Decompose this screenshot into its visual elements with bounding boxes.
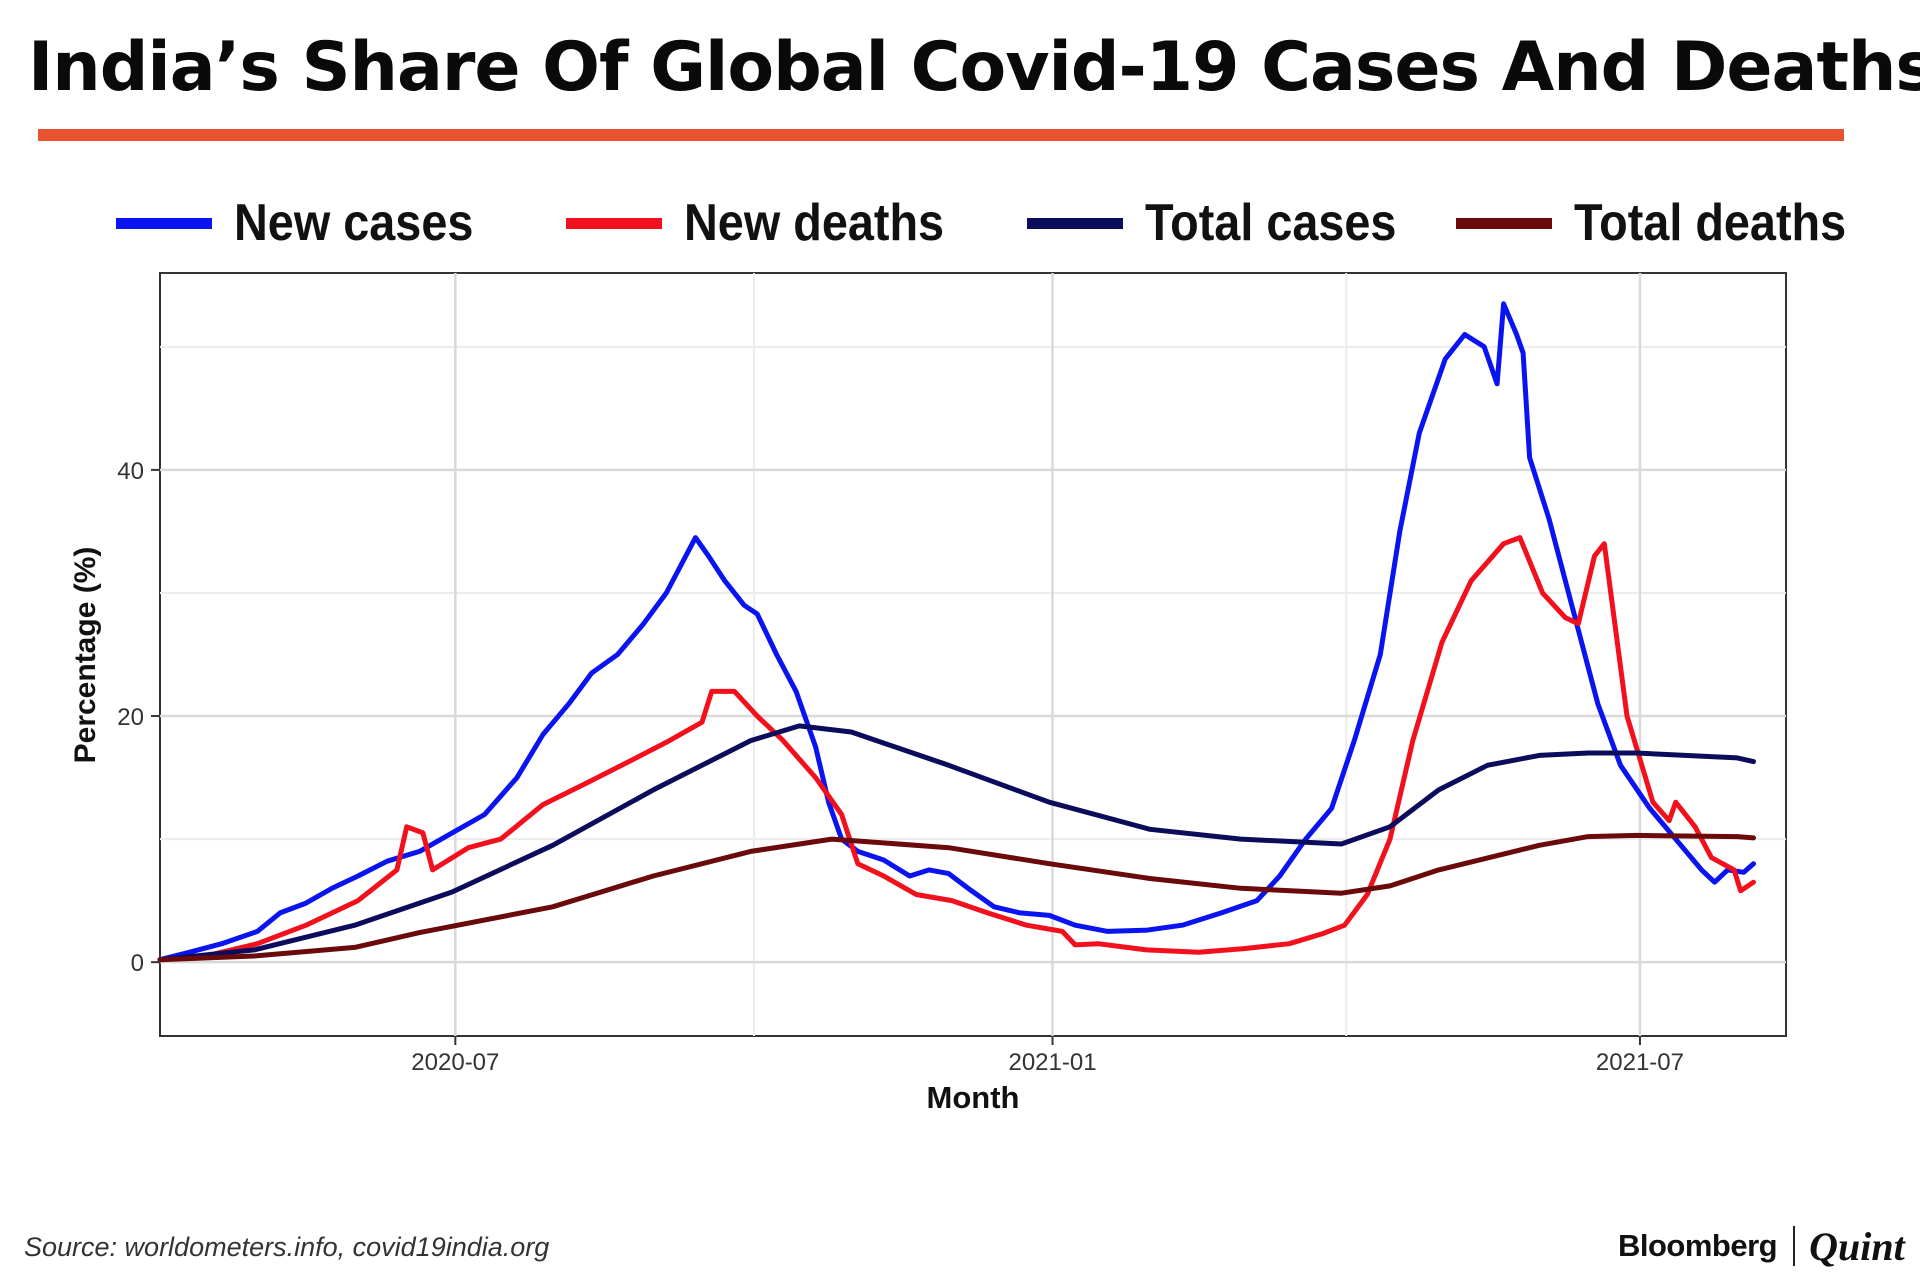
y-tick-label: 20 bbox=[117, 704, 144, 731]
x-tick-label: 2020-07 bbox=[411, 1049, 499, 1076]
y-tick-label: 0 bbox=[131, 950, 144, 977]
series-line-total-deaths bbox=[157, 832, 1756, 963]
brand-sub-name: Quint bbox=[1809, 1223, 1905, 1269]
gridlines bbox=[160, 273, 1786, 1036]
legend-item-new-cases: New cases bbox=[116, 188, 500, 258]
x-axis-label: Month bbox=[927, 1080, 1020, 1115]
line-chart: 0 20 40 2020-07 2021-01 2021-07 Month Percent… bbox=[69, 272, 1787, 1115]
series-lines bbox=[157, 301, 1756, 963]
legend-item-total-cases: Total cases bbox=[1027, 188, 1424, 258]
legend-swatch-total-deaths bbox=[1456, 217, 1552, 229]
legend-label-new-deaths: New deaths bbox=[684, 194, 945, 252]
brand-divider bbox=[1793, 1226, 1796, 1266]
series-line-new-cases bbox=[157, 301, 1756, 963]
legend-swatch-new-cases bbox=[116, 217, 212, 229]
brand-logo: Bloomberg Quint bbox=[1618, 1222, 1905, 1270]
legend-label-total-deaths: Total deaths bbox=[1574, 194, 1847, 252]
legend-label-total-cases: Total cases bbox=[1145, 194, 1397, 252]
title-underline bbox=[38, 129, 1844, 141]
series-line-total-cases bbox=[157, 723, 1756, 963]
plot-panel bbox=[159, 272, 1787, 1037]
chart-title: India’s Share Of Global Covid-19 Cases A… bbox=[28, 28, 1920, 107]
x-tick-label: 2021-01 bbox=[1008, 1049, 1096, 1076]
legend: New cases New deaths Total cases Total d… bbox=[0, 188, 1920, 258]
y-axis-label: Percentage (%) bbox=[69, 547, 102, 764]
brand-name: Bloomberg bbox=[1618, 1228, 1778, 1263]
legend-item-total-deaths: Total deaths bbox=[1456, 188, 1876, 258]
legend-swatch-new-deaths bbox=[566, 217, 662, 229]
legend-swatch-total-cases bbox=[1027, 217, 1123, 229]
series-line-new-deaths bbox=[157, 535, 1756, 963]
source-note: Source: worldometers.info, covid19india.… bbox=[24, 1232, 550, 1262]
y-tick-label: 40 bbox=[117, 458, 144, 485]
legend-label-new-cases: New cases bbox=[234, 194, 474, 252]
axes: 0 20 40 2020-07 2021-01 2021-07 bbox=[117, 458, 1684, 1076]
x-tick-label: 2021-07 bbox=[1596, 1049, 1684, 1076]
legend-item-new-deaths: New deaths bbox=[566, 188, 973, 258]
